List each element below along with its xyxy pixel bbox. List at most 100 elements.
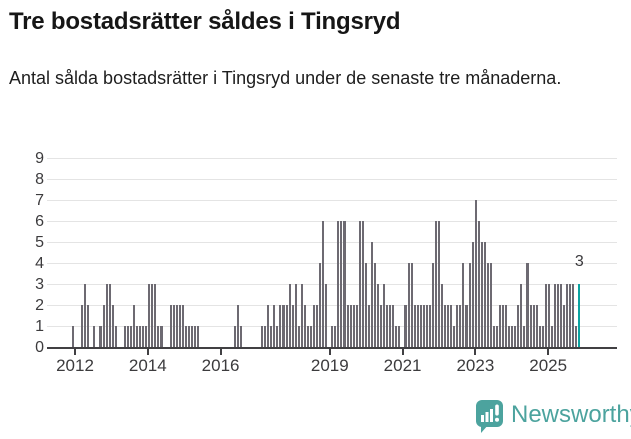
bar bbox=[312, 305, 316, 347]
newsworthy-logo[interactable]: Newsworthy bbox=[476, 400, 631, 433]
x-axis-label: 2016 bbox=[201, 356, 240, 375]
bar bbox=[334, 326, 337, 347]
bar bbox=[288, 284, 291, 347]
bar bbox=[157, 326, 160, 347]
bar bbox=[309, 326, 312, 347]
bar bbox=[349, 305, 352, 347]
bar bbox=[239, 326, 242, 347]
newsworthy-logo-icon bbox=[476, 400, 503, 433]
bar bbox=[535, 305, 538, 347]
y-axis-label: 2 bbox=[35, 296, 44, 314]
bar bbox=[139, 326, 142, 347]
bar bbox=[151, 284, 154, 347]
bar bbox=[505, 305, 508, 347]
x-axis-tick bbox=[474, 349, 477, 355]
bar bbox=[142, 326, 145, 347]
x-axis-line bbox=[47, 346, 617, 349]
gridline bbox=[47, 178, 617, 180]
bar bbox=[133, 305, 136, 347]
x-axis-tick bbox=[328, 349, 331, 355]
bar bbox=[343, 221, 346, 347]
bar bbox=[483, 242, 486, 347]
bar bbox=[465, 305, 468, 347]
chart-subtitle: Antal sålda bostadsrätter i Tingsryd und… bbox=[9, 68, 562, 88]
bar bbox=[480, 242, 483, 347]
bar bbox=[444, 305, 447, 347]
bar bbox=[453, 326, 456, 347]
bar bbox=[495, 326, 499, 347]
bar bbox=[450, 305, 453, 347]
gridline bbox=[47, 199, 617, 201]
bar bbox=[322, 221, 325, 347]
bar bbox=[264, 326, 267, 347]
gridline bbox=[47, 304, 617, 306]
bar bbox=[459, 305, 462, 347]
bar bbox=[145, 326, 148, 347]
bar bbox=[575, 326, 578, 347]
bar bbox=[306, 326, 309, 347]
x-axis-label: 2021 bbox=[383, 356, 422, 375]
bar bbox=[352, 305, 355, 347]
x-axis-label: 2014 bbox=[128, 356, 167, 375]
bar bbox=[346, 305, 349, 347]
bar bbox=[285, 305, 288, 347]
bar bbox=[291, 305, 294, 347]
bar bbox=[105, 284, 108, 347]
bar bbox=[236, 305, 239, 347]
bar bbox=[517, 305, 520, 347]
bar bbox=[434, 221, 438, 347]
bar bbox=[178, 305, 181, 347]
x-axis-label: 2025 bbox=[529, 356, 568, 375]
bar bbox=[197, 326, 200, 347]
bar bbox=[532, 305, 535, 347]
last-value-label: 3 bbox=[574, 253, 584, 270]
bar bbox=[233, 326, 236, 347]
newsworthy-logo-text: Newsworthy bbox=[511, 401, 631, 428]
bar bbox=[560, 284, 563, 347]
bar bbox=[325, 284, 328, 347]
bar bbox=[392, 305, 395, 347]
bar bbox=[462, 263, 465, 347]
y-axis-label: 7 bbox=[35, 191, 44, 209]
x-axis-tick bbox=[219, 349, 222, 355]
x-axis-tick bbox=[401, 349, 404, 355]
bar-highlighted bbox=[578, 284, 581, 347]
bar bbox=[87, 305, 90, 347]
bar bbox=[380, 305, 383, 347]
bar bbox=[123, 326, 126, 347]
bar bbox=[81, 305, 84, 347]
bar bbox=[319, 263, 322, 347]
bar bbox=[474, 200, 477, 347]
bar bbox=[431, 263, 434, 347]
bar bbox=[520, 284, 523, 347]
bar bbox=[556, 284, 560, 347]
bar bbox=[569, 284, 572, 347]
bar bbox=[294, 284, 297, 347]
bar bbox=[572, 284, 575, 347]
y-axis-label: 4 bbox=[35, 254, 44, 272]
x-axis-tick bbox=[547, 349, 550, 355]
bar bbox=[383, 284, 386, 347]
bar bbox=[267, 305, 270, 347]
bar bbox=[499, 305, 502, 347]
y-axis-label: 8 bbox=[35, 170, 44, 188]
bar bbox=[367, 305, 370, 347]
bar bbox=[303, 305, 306, 347]
bar bbox=[529, 305, 532, 347]
bar bbox=[169, 305, 172, 347]
bar bbox=[514, 326, 517, 347]
bar bbox=[340, 221, 343, 347]
bar bbox=[160, 326, 163, 347]
bar bbox=[99, 326, 102, 347]
bar bbox=[194, 326, 197, 347]
bar bbox=[181, 305, 184, 347]
bar bbox=[370, 242, 373, 347]
gridline bbox=[47, 241, 617, 243]
gridline bbox=[47, 157, 617, 159]
bar bbox=[184, 326, 187, 347]
bar bbox=[279, 305, 282, 347]
bar bbox=[425, 305, 428, 347]
bar bbox=[364, 263, 367, 347]
bar bbox=[477, 221, 480, 347]
